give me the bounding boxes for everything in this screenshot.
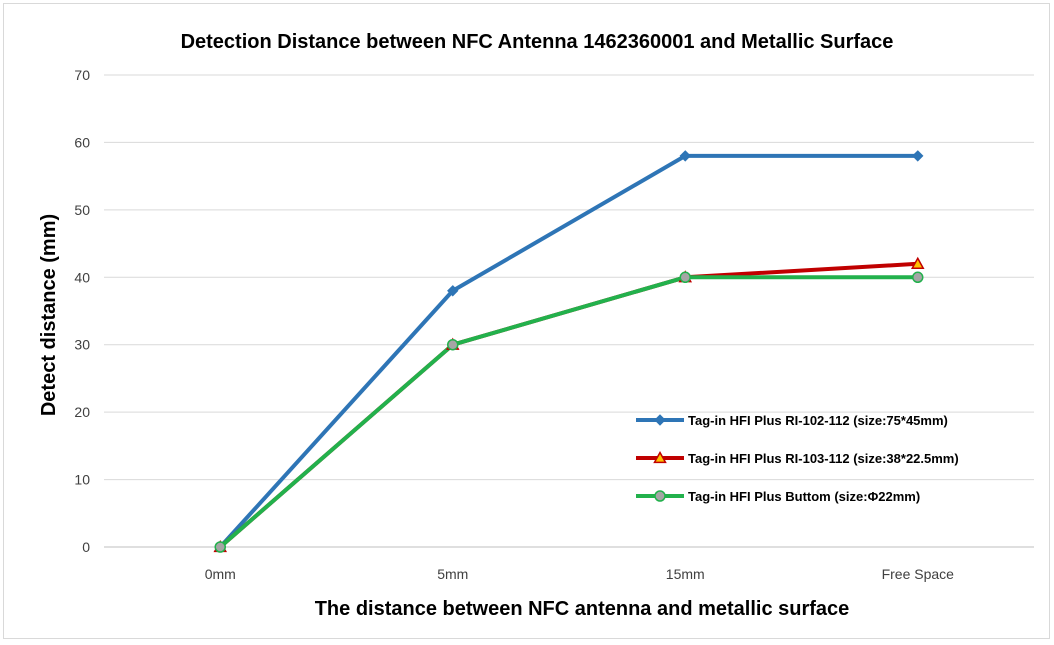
data-point-series-1 [912,150,924,162]
x-tick-label: 5mm [437,566,468,582]
y-tick-label: 40 [74,269,90,285]
y-tick-label: 20 [74,404,90,420]
data-point-series-3 [214,541,226,553]
data-markers [213,150,925,553]
series-lines [218,153,920,549]
series-line-2 [218,261,920,549]
x-axis-title: The distance between NFC antenna and met… [315,598,850,620]
data-point-series-3 [447,338,459,351]
data-point-series-2 [910,256,925,269]
legend-label: Tag-in HFI Plus Buttom (size:Φ22mm) [688,489,920,504]
data-point-series-1 [447,285,459,297]
tick-labels: 0 10 20 30 40 50 60 70 0mm 5mm 15mm Free Space [74,67,954,582]
legend: Tag-in HFI Plus RI-102-112 (size:75*45mm… [636,413,959,504]
chart-title: Detection Distance between NFC Antenna 1… [181,31,894,53]
y-axis-title: Detect distance (mm) [38,214,60,416]
legend-swatch-marker [654,490,666,502]
legend-item: Tag-in HFI Plus RI-103-112 (size:38*22.5… [636,450,959,466]
x-tick-label: 0mm [205,566,236,582]
legend-swatch-marker [654,414,666,426]
y-tick-label: 50 [74,202,90,218]
grid-lines [104,74,1034,481]
data-point-series-1 [679,150,691,162]
y-tick-label: 30 [74,337,90,353]
x-tick-label: 15mm [666,566,705,582]
series-line-1 [218,153,920,549]
legend-item: Tag-in HFI Plus RI-102-112 (size:75*45mm… [636,413,948,428]
y-tick-label: 60 [74,134,90,150]
line-chart: Detection Distance between NFC Antenna 1… [38,31,1034,620]
y-tick-label: 0 [82,539,90,555]
legend-label: Tag-in HFI Plus RI-103-112 (size:38*22.5… [688,451,959,466]
chart-frame: Detection Distance between NFC Antenna 1… [3,3,1050,639]
y-tick-label: 70 [74,67,90,83]
y-tick-label: 10 [74,472,90,488]
legend-label: Tag-in HFI Plus RI-102-112 (size:75*45mm… [688,413,948,428]
series-line-3 [218,275,920,549]
legend-item: Tag-in HFI Plus Buttom (size:Φ22mm) [636,489,920,504]
x-tick-label: Free Space [882,566,955,582]
legend-swatch-marker [653,450,667,464]
data-point-series-3 [679,271,691,284]
data-point-series-3 [912,271,924,284]
